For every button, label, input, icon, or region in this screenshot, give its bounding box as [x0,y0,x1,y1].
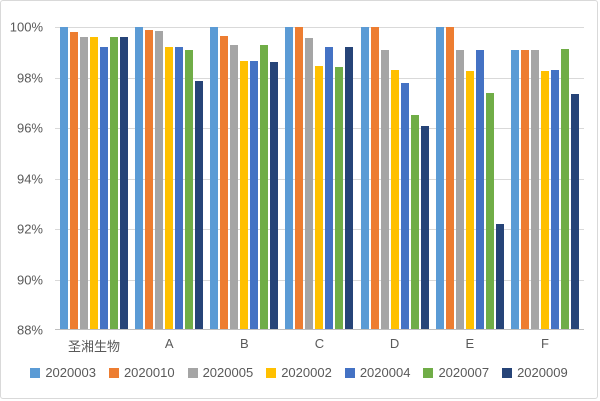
legend-label: 2020003 [45,365,96,380]
bar-2020005 [305,38,314,330]
bar-2020009 [570,93,579,330]
bar-2020009 [270,62,279,330]
bar-2020005 [455,49,464,330]
bar-2020002 [90,37,98,330]
bar-2020010 [445,27,454,330]
bar-2020005 [80,37,88,330]
x-axis-line [55,329,584,330]
bar-group [60,27,128,330]
bar-2020005 [530,49,539,330]
bar-group [285,27,354,330]
legend-item: 2020003 [30,365,96,380]
legend-item: 2020009 [502,365,568,380]
bar-2020010 [220,35,229,330]
legend-label: 2020004 [359,365,411,380]
bar-2020002 [315,66,324,330]
legend-marker-icon [187,367,198,378]
y-axis: 100% 98% 96% 94% 92% 90% 88% [1,20,47,338]
bar-2020003 [360,27,369,330]
bar-2020010 [520,49,529,330]
y-axis-tick-label: 94% [16,171,43,186]
bar-group [135,27,204,330]
legend-label: 2020009 [517,365,568,380]
y-axis-tick-label: 96% [16,120,43,136]
x-axis-label: D [389,336,400,351]
bar-2020009 [495,223,504,330]
bar-2020010 [370,27,379,330]
x-axis-label: A [164,336,174,351]
bar-2020009 [345,47,354,330]
bar-2020009 [120,37,128,330]
y-axis-tick-label: 88% [16,322,43,338]
bar-2020003 [135,27,144,330]
legend-label: 2020005 [202,365,254,380]
bar-group [210,27,279,330]
bar-2020004 [325,47,334,330]
bar-2020004 [175,47,184,330]
bar-2020004 [400,82,409,330]
y-axis-tick-label: 90% [16,272,43,287]
legend-label: 2020002 [281,365,332,380]
bar-2020007 [485,92,494,330]
bar-2020007 [260,44,269,330]
bar-group [435,27,504,330]
x-axis-label: E [465,336,475,351]
bar-group [510,48,579,330]
bar-2020007 [410,115,419,330]
legend-label: 2020007 [438,365,490,380]
x-axis-labels: 圣湘生物 A B C D E F [55,336,584,355]
legend-item: 2020010 [108,365,175,380]
legend-marker-icon [108,367,119,378]
x-axis-label: C [314,336,325,351]
bar-2020004 [550,69,559,330]
bars-layer [55,27,584,330]
y-axis-tick-label: 98% [16,70,43,85]
legend-marker-icon [502,367,513,378]
bar-2020003 [285,27,294,330]
y-axis-tick-label: 100% [9,19,43,35]
legend: 2020003 2020010 2020005 2020002 2020004 20200… [1,365,597,380]
legend-marker-icon [266,367,277,378]
bar-2020007 [560,48,569,330]
gridline [55,27,584,28]
x-axis-label: 圣湘生物 [67,339,120,354]
bar-2020009 [195,81,204,330]
bar-2020002 [240,61,249,330]
legend-item: 2020005 [187,365,254,380]
plot-area [55,27,584,330]
legend-item: 2020002 [266,365,332,380]
bar-group [360,27,429,330]
bar-2020010 [70,32,78,330]
legend-item: 2020004 [344,365,411,380]
bar-2020007 [335,67,344,330]
bar-2020005 [155,30,164,330]
bar-2020004 [250,61,259,330]
bar-2020003 [435,27,444,330]
bar-2020009 [420,125,429,330]
bar-2020003 [510,49,519,330]
legend-label: 2020010 [123,365,175,380]
legend-marker-icon [423,367,434,378]
bar-2020005 [230,44,239,330]
bar-2020003 [210,27,219,330]
bar-2020010 [295,27,304,330]
bar-2020007 [110,37,118,330]
bar-2020003 [60,27,68,330]
bar-2020004 [475,49,484,330]
bar-2020002 [465,71,474,330]
x-axis-label: B [239,336,249,351]
legend-marker-icon [30,367,41,378]
bar-2020002 [540,71,549,330]
bar-2020005 [380,49,389,330]
bar-2020004 [100,47,108,330]
bar-2020010 [145,29,154,330]
y-axis-tick-label: 92% [16,221,43,237]
bar-2020002 [390,69,399,330]
bar-2020007 [185,49,194,330]
bar-2020002 [165,47,174,330]
legend-item: 2020007 [423,365,489,380]
x-axis-label: F [540,336,549,351]
legend-marker-icon [344,367,355,378]
